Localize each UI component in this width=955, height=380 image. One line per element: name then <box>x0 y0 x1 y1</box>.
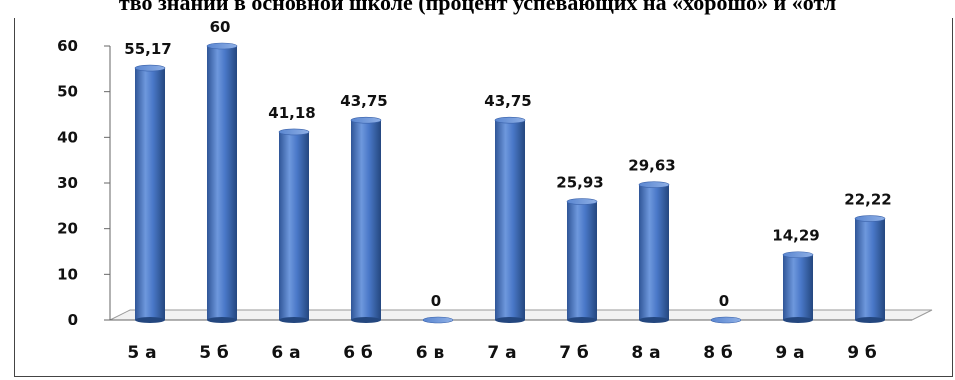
x-tick-label: 9 б <box>847 343 877 363</box>
x-tick-label: 6 в <box>416 343 445 363</box>
bar-base <box>567 317 597 323</box>
bar: 41,18 <box>268 104 316 323</box>
data-label: 25,93 <box>556 174 603 192</box>
bar-body <box>351 120 381 320</box>
bar-base <box>207 317 237 323</box>
x-tick-label: 6 а <box>271 343 300 363</box>
bar-base <box>783 317 813 323</box>
bar-base <box>855 317 885 323</box>
y-tick-label: 40 <box>57 128 78 146</box>
y-axis: 0 10 20 30 40 50 60 <box>57 37 111 329</box>
bar-top <box>206 42 238 50</box>
data-label: 29,63 <box>628 157 675 175</box>
bar-body <box>207 46 237 320</box>
bar-body <box>279 131 309 320</box>
bar-top <box>134 64 166 72</box>
bar: 43,75 <box>340 92 388 323</box>
bar-body <box>639 184 669 320</box>
bar-top <box>782 251 814 259</box>
bar-top <box>638 181 670 188</box>
bar-top <box>854 215 886 222</box>
bar-base <box>135 317 165 323</box>
y-tick-label: 0 <box>68 311 78 329</box>
bar-body <box>135 68 165 320</box>
bar-top <box>350 116 382 124</box>
data-label: 14,29 <box>772 227 819 245</box>
bar-base <box>639 317 669 323</box>
bar: 0 <box>422 292 454 324</box>
data-label: 41,18 <box>268 104 315 122</box>
y-tick-label: 60 <box>57 37 78 55</box>
bar-top <box>278 128 310 136</box>
bar-body <box>567 201 597 320</box>
bar-base <box>279 317 309 323</box>
y-tick-label: 50 <box>57 83 78 101</box>
bar-body <box>783 254 813 320</box>
x-tick-label: 7 б <box>559 343 589 363</box>
bar: 0 <box>710 292 742 324</box>
bar-base <box>495 317 525 323</box>
bar: 14,29 <box>772 227 820 323</box>
x-tick-label: 5 а <box>127 343 156 363</box>
x-tick-label: 8 б <box>703 343 733 363</box>
page-title: тво знаний в основной школе (процент усп… <box>118 0 837 15</box>
x-tick-label: 5 б <box>199 343 229 363</box>
data-label: 55,17 <box>124 40 171 58</box>
bar-top <box>494 116 526 124</box>
bar-body <box>495 120 525 320</box>
y-tick-label: 30 <box>57 174 78 192</box>
data-label: 43,75 <box>340 92 387 110</box>
x-tick-label: 9 а <box>775 343 804 363</box>
data-label: 22,22 <box>844 191 891 209</box>
bar: 43,75 <box>484 92 532 323</box>
bar: 22,22 <box>844 191 892 323</box>
bar: 29,63 <box>628 157 676 323</box>
data-label: 60 <box>210 18 231 36</box>
bar: 60 <box>206 18 238 323</box>
x-tick-label: 7 а <box>487 343 516 363</box>
bar-body <box>855 218 885 320</box>
bar: 25,93 <box>556 174 604 323</box>
chart-frame <box>14 18 953 377</box>
bars: 55,17 60 41,18 43,75 0 43,75 25,93 29,63 0 14,29 2… <box>124 18 892 324</box>
x-axis: 5 а 5 б 6 а 6 б 6 в 7 а 7 б 8 а 8 б 9 а 9 б <box>127 343 877 363</box>
x-tick-label: 8 а <box>631 343 660 363</box>
data-label: 0 <box>431 292 441 310</box>
bar: 55,17 <box>124 40 172 323</box>
y-tick-label: 20 <box>57 220 78 238</box>
bar-top <box>566 198 598 205</box>
bar-top <box>422 316 454 324</box>
data-label: 0 <box>719 292 729 310</box>
y-tick-label: 10 <box>57 265 78 283</box>
bar-base <box>351 317 381 323</box>
bar-top <box>710 316 742 324</box>
x-tick-label: 6 б <box>343 343 373 363</box>
data-label: 43,75 <box>484 92 531 110</box>
